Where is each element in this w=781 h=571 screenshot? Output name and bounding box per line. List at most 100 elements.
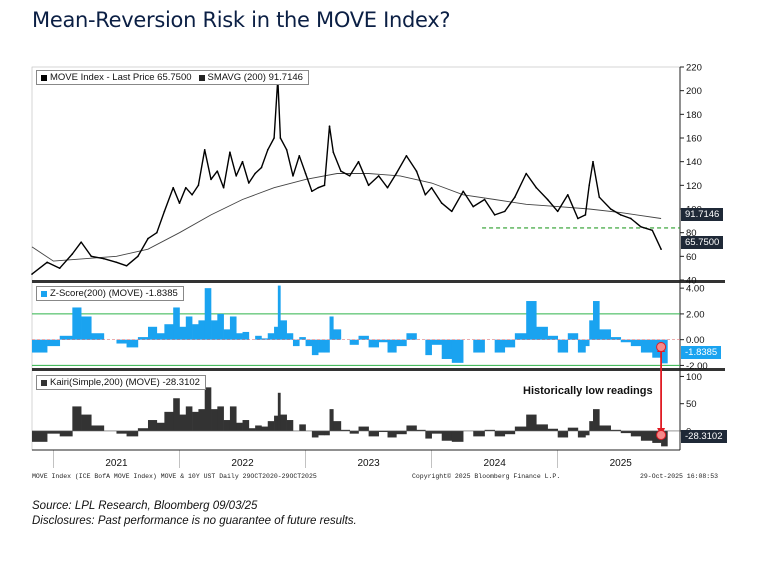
y-tick-label: 4.00	[686, 284, 705, 295]
zscore-bar	[277, 285, 281, 340]
footer-left: MOVE Index (ICE BofA MOVE Index) MOVE & …	[32, 473, 317, 480]
zscore-bar	[441, 339, 453, 359]
price-point	[493, 214, 496, 216]
kairi-bar	[640, 430, 653, 441]
kairi-bar	[473, 430, 485, 437]
price-legend-label: MOVE Index - Last Price 65.7500	[50, 72, 192, 83]
kairi-bar	[368, 430, 379, 437]
price-point	[172, 186, 174, 189]
price-point	[546, 198, 549, 201]
zscore-bar	[630, 339, 642, 347]
price-point	[424, 194, 427, 196]
y-tick-label: 180	[686, 110, 702, 121]
footer-timestamp: 29-Oct-2025 16:08:53	[640, 473, 719, 480]
zscore-bar	[610, 337, 622, 340]
zscore-bar	[267, 333, 275, 340]
kairi-bar	[599, 425, 611, 431]
zscore-bar	[504, 339, 516, 348]
price-point	[125, 265, 128, 267]
kairi-bar	[280, 414, 287, 431]
zscore-bar	[236, 333, 243, 340]
price-point	[58, 267, 61, 269]
zscore-bar	[116, 339, 127, 344]
kairi-bar	[192, 411, 199, 431]
price-point	[472, 205, 475, 208]
kairi-bar	[504, 430, 516, 435]
zscore-bar	[451, 339, 464, 363]
kairi-bar	[32, 430, 48, 442]
kairi-bar	[274, 415, 279, 431]
kairi-bar	[179, 414, 187, 431]
y-tick-label: 200	[686, 86, 702, 97]
kairi-bar	[261, 426, 269, 431]
highlight-circle	[656, 430, 667, 440]
kairi-bar	[547, 428, 559, 431]
zscore-bar	[164, 324, 174, 340]
kairi-bar	[557, 430, 569, 438]
price-point	[31, 273, 33, 275]
y-tick-label: 160	[686, 134, 702, 145]
kairi-bar	[387, 430, 397, 438]
zscore-bar	[192, 324, 199, 340]
zscore-bar	[59, 335, 73, 340]
zscore-bar	[567, 333, 579, 340]
zscore-bar	[593, 301, 600, 340]
footer-copyright: Copyright© 2025 Bloomberg Finance L.P.	[412, 473, 561, 480]
kairi-bar	[173, 398, 180, 431]
zscore-bar	[585, 339, 590, 347]
price-point	[535, 186, 538, 189]
highlight-circle	[656, 342, 667, 352]
kairi-bar	[536, 424, 548, 431]
zscore-bar	[589, 320, 594, 340]
zscore-bar	[204, 288, 212, 340]
price-point	[332, 151, 335, 153]
y-tick-label: -2.00	[686, 361, 708, 372]
price-point	[430, 186, 433, 189]
zscore-bar	[640, 339, 653, 353]
price-point	[317, 186, 319, 189]
zscore-legend: Z-Score(200) (MOVE) -1.8385	[36, 286, 184, 301]
price-point	[229, 151, 231, 153]
zscore-bar	[368, 339, 379, 348]
zscore-bar	[514, 333, 527, 340]
price-point	[103, 257, 105, 260]
zscore-bar	[473, 339, 485, 353]
kairi-bar	[358, 426, 369, 431]
kairi-bar	[72, 406, 82, 431]
zscore-value-tag: -1.8385	[681, 346, 722, 359]
kairi-bar	[441, 430, 453, 441]
kairi-legend-swatch	[41, 379, 47, 386]
kairi-bar	[585, 430, 590, 436]
kairi-bar	[137, 428, 149, 431]
kairi-bar	[147, 420, 158, 431]
price-point	[503, 210, 506, 213]
zscore-bar	[173, 307, 180, 340]
zscore-bar	[329, 316, 334, 340]
zscore-bar	[349, 339, 359, 345]
zscore-bar	[223, 329, 231, 340]
price-point	[137, 255, 139, 258]
zscore-bar	[198, 320, 206, 340]
price-point	[556, 210, 559, 213]
kairi-bar	[416, 429, 426, 431]
zscore-bar	[274, 326, 279, 340]
kairi-bar	[318, 430, 325, 436]
price-point	[178, 202, 181, 204]
price-point	[367, 184, 370, 187]
zscore-bar	[217, 313, 224, 340]
zscore-bar	[147, 326, 158, 340]
price-point	[357, 160, 360, 163]
kairi-bar	[217, 406, 224, 431]
kairi-bar	[340, 429, 350, 431]
kairi-bar	[396, 430, 407, 435]
price-point	[415, 170, 418, 172]
kairi-bar	[378, 430, 388, 433]
kairi-bar	[333, 421, 342, 431]
kairi-legend-label: Kairi(Simple,200) (MOVE) -28.3102	[50, 377, 200, 388]
zscore-bar	[318, 339, 325, 353]
x-tick-label: 2023	[357, 458, 380, 469]
price-point	[660, 248, 662, 251]
price-point	[525, 172, 527, 175]
zscore-bar	[526, 301, 537, 340]
kairi-bar	[324, 430, 330, 436]
